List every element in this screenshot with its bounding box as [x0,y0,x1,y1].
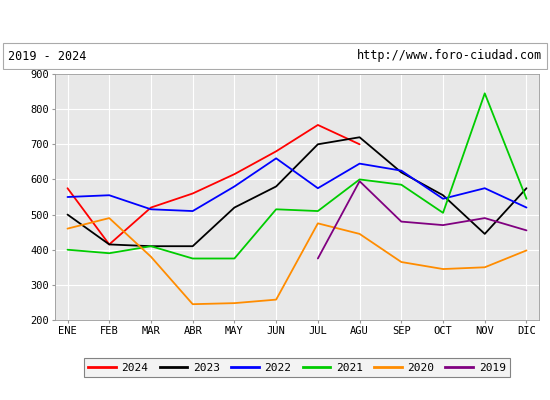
Text: 2019 - 2024: 2019 - 2024 [8,50,87,62]
Text: http://www.foro-ciudad.com: http://www.foro-ciudad.com [356,50,542,62]
Text: Evolucion Nº Turistas Extranjeros en el municipio de La Roda: Evolucion Nº Turistas Extranjeros en el … [53,14,497,28]
Legend: 2024, 2023, 2022, 2021, 2020, 2019: 2024, 2023, 2022, 2021, 2020, 2019 [84,358,510,377]
